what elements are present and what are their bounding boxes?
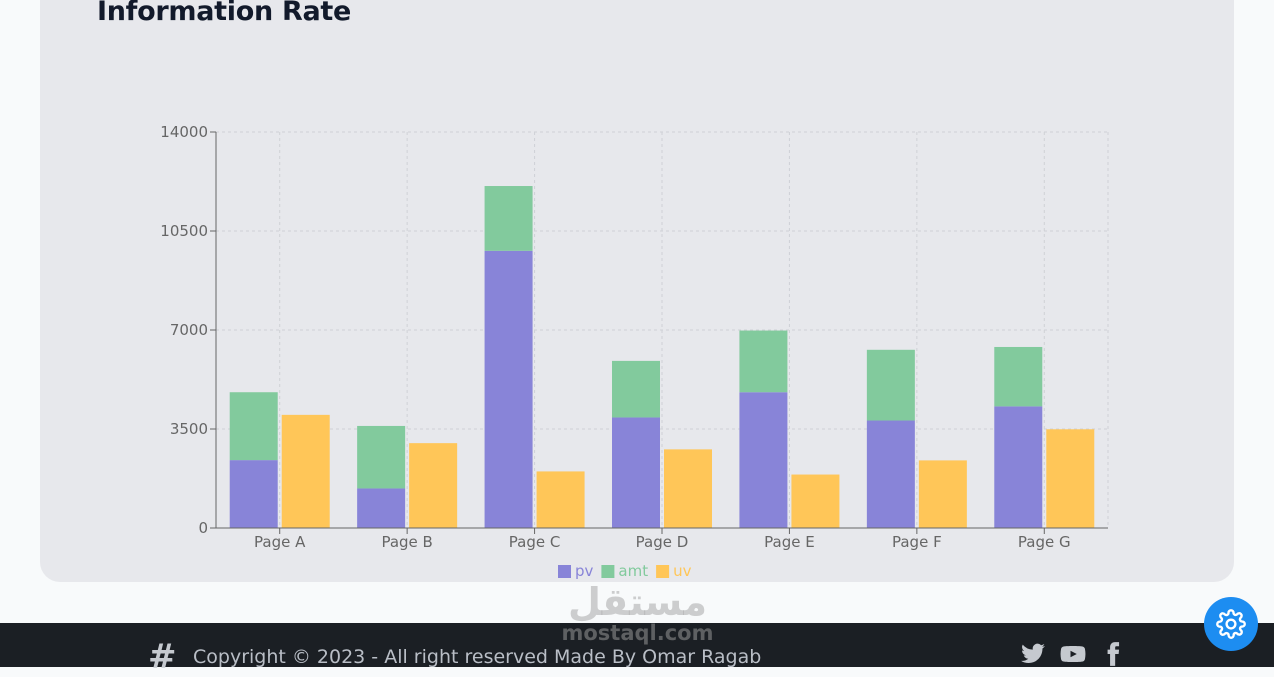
bar-pv: [357, 488, 406, 528]
legend-swatch-amt: [601, 565, 615, 578]
bar-uv: [281, 414, 330, 528]
bar-chart: 0 3500 7000 10500 14000 Page A Page B Page C Pag…: [160, 123, 1109, 580]
footer-copyright: Copyright © 2023 - All right reserved Ma…: [193, 646, 762, 668]
x-tick-label: Page F: [892, 533, 942, 551]
legend-label-amt: amt: [618, 562, 648, 580]
legend-swatch-pv: [558, 565, 571, 578]
x-tick-label: Page E: [764, 533, 815, 551]
bar-pv: [229, 460, 278, 528]
bar-amt: [612, 360, 660, 418]
settings-button[interactable]: [1204, 597, 1258, 651]
x-tick-label: Page A: [254, 533, 306, 551]
legend-label-pv: pv: [575, 562, 594, 580]
y-tick-label: 14000: [160, 123, 208, 141]
youtube-icon[interactable]: [1060, 641, 1086, 667]
footer: # Copyright © 2023 - All right reserved …: [0, 623, 1274, 674]
x-tick-label: Page D: [636, 533, 689, 551]
bar-amt: [229, 392, 278, 461]
x-tick-label: Page C: [509, 533, 561, 551]
bar-uv: [664, 449, 712, 528]
legend-swatch-uv: [656, 565, 670, 578]
bar-uv: [791, 474, 840, 528]
hash-icon: #: [148, 637, 177, 677]
bar-pv: [484, 250, 533, 529]
y-tick-label: 0: [198, 519, 208, 537]
facebook-icon[interactable]: [1100, 641, 1126, 667]
bar-pv: [866, 420, 915, 528]
bar-pv: [994, 406, 1043, 528]
page-title: Information Rate: [97, 0, 351, 27]
bar-amt: [994, 346, 1043, 407]
bar-amt: [357, 425, 406, 489]
twitter-icon[interactable]: [1020, 641, 1046, 667]
bar-uv: [536, 471, 585, 528]
bar-uv: [918, 460, 967, 528]
bar-amt: [866, 349, 915, 421]
bar-pv: [612, 417, 660, 528]
bar-uv: [409, 443, 458, 528]
bar-amt: [739, 330, 788, 393]
legend-label-uv: uv: [673, 562, 692, 580]
y-tick-label: 10500: [160, 222, 208, 240]
bar-uv: [1046, 429, 1095, 528]
gear-icon: [1216, 609, 1246, 639]
bar-pv: [739, 392, 788, 528]
x-tick-label: Page B: [381, 533, 432, 551]
bar-amt: [484, 186, 533, 251]
y-tick-label: 3500: [170, 420, 208, 438]
x-tick-label: Page G: [1018, 533, 1071, 551]
y-tick-label: 7000: [170, 321, 208, 339]
